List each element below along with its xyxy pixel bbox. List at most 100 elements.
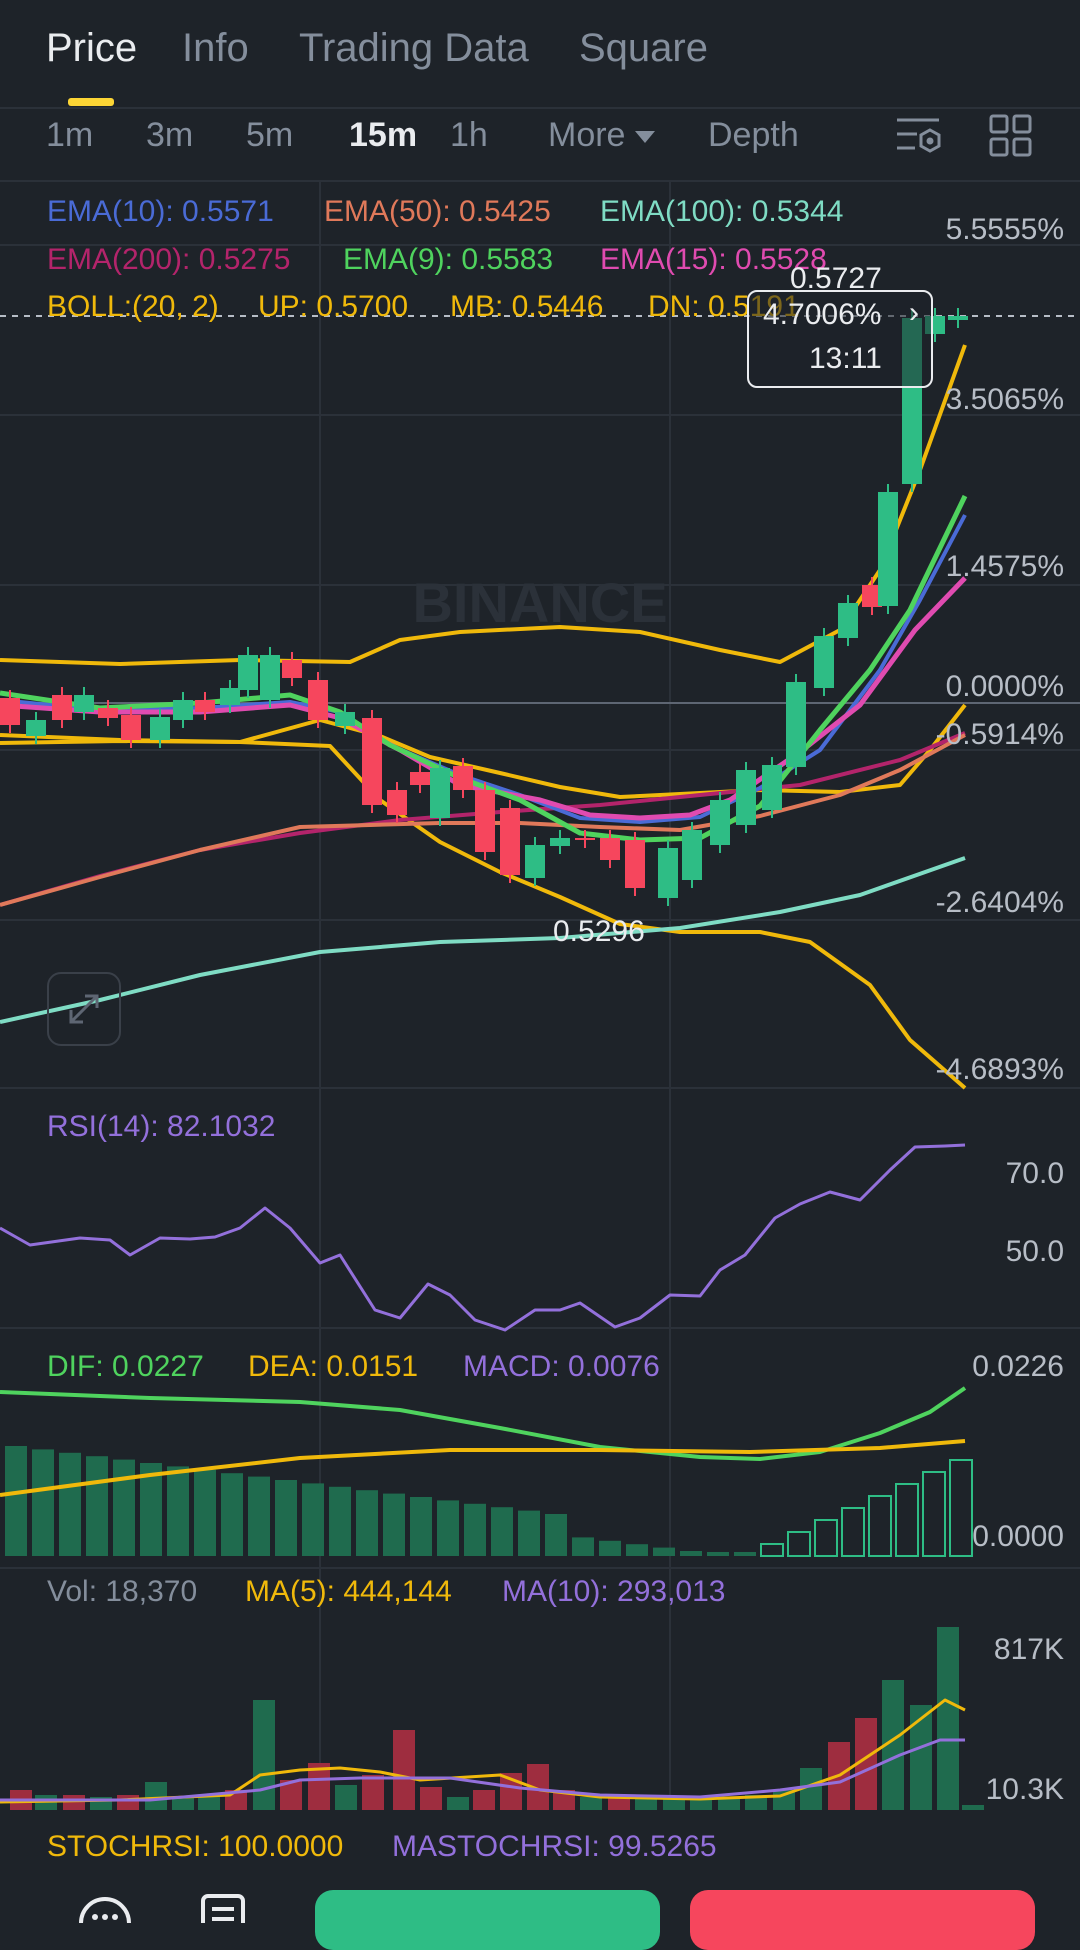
volume-bar	[172, 1797, 194, 1810]
candle-body	[453, 766, 473, 790]
low-price-marker: 0.5296	[553, 915, 645, 948]
macd-bar	[248, 1476, 270, 1556]
macd-dea-legend: DEA: 0.0151	[248, 1350, 419, 1383]
candle-body	[600, 838, 620, 860]
tab-trading-data[interactable]: Trading Data	[299, 26, 529, 70]
macd-bar	[868, 1495, 892, 1557]
macd-bar	[491, 1507, 513, 1556]
layout-grid-icon[interactable]	[989, 114, 1033, 158]
macd-bar	[302, 1483, 324, 1556]
candle-body	[282, 660, 302, 678]
volume-ma10-legend: MA(10): 293,013	[502, 1575, 726, 1608]
tab-square[interactable]: Square	[579, 26, 708, 70]
macd-bar	[329, 1486, 351, 1556]
timeframe-15m[interactable]: 15m	[349, 116, 418, 154]
macd-axis-label: 0.0226	[972, 1350, 1064, 1383]
rsi-legend: RSI(14): 82.1032	[47, 1110, 276, 1143]
boll-mb-legend: MB: 0.5446	[450, 290, 604, 323]
volume-bar	[527, 1764, 549, 1810]
ema15-legend: EMA(15): 0.5528	[600, 243, 827, 276]
volume-axis-label: 817K	[993, 1633, 1064, 1666]
candle-body	[575, 838, 595, 840]
sell-button[interactable]	[690, 1890, 1035, 1950]
candle-body	[475, 790, 495, 852]
timeframe-1m[interactable]: 1m	[46, 116, 94, 154]
volume-axis-label: 10.3K	[985, 1773, 1064, 1806]
macd-value-legend: MACD: 0.0076	[463, 1350, 660, 1383]
volume-bar	[855, 1718, 877, 1810]
ema9-legend: EMA(9): 0.5583	[343, 243, 554, 276]
chart-settings-icon[interactable]	[895, 114, 943, 158]
price-axis-label: 0.0000%	[945, 670, 1064, 703]
volume-bar	[882, 1680, 904, 1810]
macd-bar	[841, 1507, 865, 1557]
rsi-line	[0, 1143, 966, 1332]
price-axis-label: 5.5555%	[945, 213, 1064, 246]
stochrsi-legend: STOCHRSI: 100.0000	[47, 1830, 344, 1863]
volume-bar	[362, 1775, 384, 1810]
volume-bar	[117, 1795, 139, 1810]
macd-bar	[949, 1459, 973, 1557]
timeframe-more[interactable]: More	[548, 116, 657, 155]
macd-bar	[653, 1547, 675, 1556]
ema200-legend: EMA(200): 0.5275	[47, 243, 291, 276]
rsi-axis-label: 50.0	[1005, 1235, 1064, 1268]
tab-price[interactable]: Price	[46, 26, 138, 70]
volume-bar	[308, 1763, 330, 1810]
candle-body	[500, 808, 520, 875]
buy-button[interactable]	[315, 1890, 660, 1950]
price-tooltip[interactable]: 4.7006% › 13:11	[747, 290, 933, 388]
chat-icon[interactable]	[78, 1893, 132, 1923]
macd-bar	[383, 1493, 405, 1556]
volume-bar	[253, 1700, 275, 1810]
tooltip-countdown: 13:11	[809, 342, 882, 375]
timeframe-1h[interactable]: 1h	[450, 116, 488, 154]
rsi-axis-label: 70.0	[1005, 1157, 1064, 1190]
volume-ma10-line	[0, 1738, 965, 1802]
volume-bar	[145, 1782, 167, 1810]
candle-body	[878, 492, 898, 606]
macd-bar	[167, 1466, 189, 1556]
macd-bar	[437, 1500, 459, 1556]
divider	[0, 180, 1080, 182]
candle-body	[308, 680, 328, 720]
macd-dif-legend: DIF: 0.0227	[47, 1350, 204, 1383]
macd-bar	[787, 1531, 811, 1557]
volume-bar	[335, 1785, 357, 1810]
macd-bar	[275, 1480, 297, 1556]
macd-bar	[356, 1490, 378, 1556]
macd-bar	[680, 1551, 702, 1556]
volume-bar	[910, 1705, 932, 1810]
candle-body	[121, 715, 141, 740]
candle-body	[430, 768, 450, 818]
macd-bar	[734, 1552, 756, 1556]
volume-bar	[580, 1797, 602, 1810]
ema9-line	[0, 494, 968, 843]
depth-tab[interactable]: Depth	[708, 116, 799, 154]
candle-body	[786, 682, 806, 767]
volume-bar	[962, 1805, 984, 1810]
candle-body	[736, 770, 756, 825]
candle-body	[838, 603, 858, 638]
candle-body	[260, 655, 280, 700]
macd-bar	[32, 1449, 54, 1556]
timeframe-3m[interactable]: 3m	[146, 116, 194, 154]
candle-body	[682, 830, 702, 880]
price-chart[interactable]: BINANCE	[0, 0, 1080, 1880]
fullscreen-button[interactable]	[47, 972, 121, 1046]
boll-up-legend: UP: 0.5700	[258, 290, 409, 323]
volume-bar	[473, 1790, 495, 1810]
macd-bar	[707, 1552, 729, 1556]
candle-body	[762, 765, 782, 810]
macd-bar	[140, 1463, 162, 1556]
macd-bar	[59, 1452, 81, 1556]
macd-bar	[194, 1469, 216, 1556]
orders-icon[interactable]	[200, 1893, 248, 1923]
timeframe-5m[interactable]: 5m	[246, 116, 294, 154]
mastochrsi-legend: MASTOCHRSI: 99.5265	[392, 1830, 717, 1863]
tab-info[interactable]: Info	[182, 26, 249, 70]
candle-body	[52, 695, 72, 720]
boll-middle-line	[0, 703, 967, 799]
candle-body	[150, 717, 170, 740]
macd-bar	[113, 1459, 135, 1556]
